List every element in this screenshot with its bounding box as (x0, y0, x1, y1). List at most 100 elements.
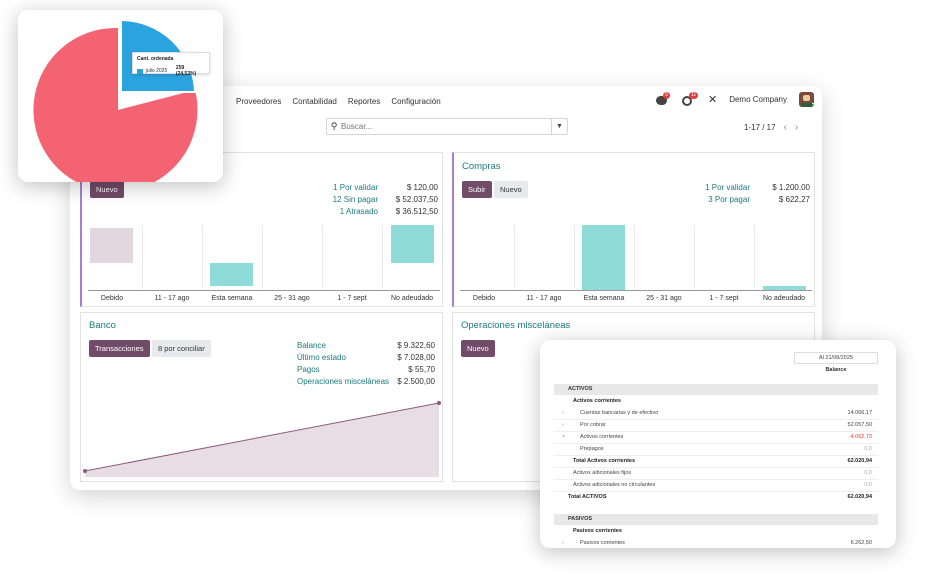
pager-value[interactable]: 1-17 / 17 (744, 123, 776, 132)
bar-esta-semana[interactable] (582, 225, 625, 290)
grid-line (694, 225, 695, 289)
stat-label: Pagos (297, 365, 320, 374)
row-label: Total ACTIVOS (568, 494, 607, 500)
x-tick: Esta semana (583, 295, 625, 302)
row-label: Por cobrar (580, 422, 606, 428)
account-row[interactable]: Prepagos 0,0 (554, 444, 878, 455)
card-title[interactable]: Compras (462, 161, 501, 172)
x-tick: Esta semana (211, 295, 253, 302)
date-filter[interactable]: Al 21/08/2025 (794, 352, 878, 364)
bar-esta-semana[interactable] (210, 263, 253, 286)
row-label: Cuentas bancarias y de efectivo (580, 410, 659, 416)
pie-chart[interactable] (18, 10, 223, 182)
column-header: Balance (825, 367, 847, 373)
start-point (83, 469, 87, 473)
bar-no-adeudado[interactable] (391, 225, 434, 263)
stat-value: $ 9.322,60 (397, 341, 435, 350)
pie-slice-main (33, 27, 198, 182)
pager-previous-icon[interactable]: ‹ (783, 122, 787, 133)
search-input[interactable] (341, 122, 551, 131)
tooltip-value: 259 (24,53%) (175, 65, 197, 77)
bank-stat[interactable]: Pagos $ 55,70 (297, 365, 435, 374)
bar-debido[interactable] (90, 228, 133, 263)
x-tick: 1 - 7 sept (709, 295, 739, 302)
account-row[interactable]: › Pasivos corrientes 6.262,50 (554, 538, 878, 548)
new-invoice-button[interactable]: Nuevo (90, 181, 124, 198)
pager: 1-17 / 17 ‹ › (744, 122, 798, 133)
purchase-stat[interactable]: 3 Por pagar $ 622,27 (654, 195, 810, 204)
account-row[interactable]: Activos adicionales fijos 0,0 (554, 468, 878, 479)
collapse-icon[interactable]: ˅ (562, 434, 566, 440)
bank-stat[interactable]: Operaciones misceláneas $ 2.500,00 (297, 377, 435, 386)
search-options-toggle[interactable]: ▼ (551, 119, 567, 134)
card-title[interactable]: Banco (89, 320, 116, 331)
section-header-activos: ACTIVOS (554, 384, 878, 395)
x-tick: 25 - 31 ago (646, 295, 682, 302)
new-bill-button[interactable]: Nuevo (494, 181, 528, 198)
expand-icon[interactable]: › (562, 410, 564, 416)
main-menu: Proveedores Contabilidad Reportes Config… (236, 97, 441, 106)
grid-line (262, 225, 263, 289)
trend-line (84, 402, 440, 472)
row-label: Activos adicionales no circulantes (573, 482, 656, 488)
section-header-pasivos: PASIVOS (554, 514, 878, 525)
expand-icon[interactable]: › (562, 540, 564, 546)
menu-contabilidad[interactable]: Contabilidad (292, 97, 337, 106)
account-row[interactable]: Activos adicionales no circulantes 0,0 (554, 480, 878, 491)
transactions-button[interactable]: Transacciones (89, 340, 150, 357)
online-status-dot (810, 103, 814, 107)
bank-journal-card: Banco Transacciones 8 por conciliar Bala… (80, 312, 443, 482)
row-label: Prepagos (580, 446, 604, 452)
balance-line-chart[interactable] (81, 393, 444, 483)
grid-line (382, 225, 383, 289)
pager-next-icon[interactable]: › (794, 122, 799, 133)
new-entry-button[interactable]: Nuevo (461, 340, 495, 357)
grid-line (634, 225, 635, 289)
grid-line (574, 225, 575, 289)
x-tick: 25 - 31 ago (274, 295, 310, 302)
menu-proveedores[interactable]: Proveedores (236, 97, 282, 106)
sales-journal-card: Nuevo 1 Por validar $ 120,00 12 Sin pagar… (80, 152, 443, 307)
activities-button[interactable]: 11 (681, 91, 699, 107)
x-tick: 1 - 7 sept (337, 295, 367, 302)
row-amount: 52.057,50 (847, 422, 872, 428)
accounting-dashboard-window: Proveedores Contabilidad Reportes Config… (70, 86, 822, 490)
tools-icon[interactable]: ✕ (707, 94, 718, 106)
total-row: Total Activos corrientes 62.020,94 (554, 456, 878, 467)
stat-value: $ 52.037,50 (395, 195, 438, 204)
stat-label: 12 Sin pagar (332, 195, 378, 204)
row-amount: 62.020,94 (847, 494, 872, 500)
row-divider (554, 479, 878, 480)
avatar[interactable] (799, 92, 814, 107)
sales-stat[interactable]: 12 Sin pagar $ 52.037,50 (282, 195, 438, 204)
messages-button[interactable]: 5 (655, 91, 670, 107)
account-row[interactable]: › Por cobrar 52.057,50 (554, 420, 878, 431)
upload-button[interactable]: Subir (462, 181, 492, 198)
stat-value: $ 55,70 (408, 365, 435, 374)
account-row[interactable]: ˅ Activos corrientes -4.062,73 (554, 432, 878, 443)
sales-stat[interactable]: 1 Por validar $ 120,00 (282, 183, 438, 192)
card-title[interactable]: Operaciones misceláneas (461, 320, 571, 331)
row-divider (554, 491, 878, 492)
bar-no-adeudado[interactable] (763, 286, 806, 290)
menu-reportes[interactable]: Reportes (347, 97, 381, 106)
row-amount: 0,0 (864, 470, 872, 476)
bank-stat[interactable]: Balance $ 9.322,60 (297, 341, 435, 350)
account-row[interactable]: › Cuentas bancarias y de efectivo 14.066,1… (554, 408, 878, 419)
purchase-stat[interactable]: 1 Por validar $ 1.200,00 (654, 183, 810, 192)
x-tick: 11 - 17 ago (154, 295, 190, 302)
stat-label: 1 Atrasado (339, 207, 378, 216)
grid-line (754, 225, 755, 289)
tooltip-title: Cant. ordenada (137, 56, 174, 62)
sales-stat[interactable]: 1 Atrasado $ 36.512,50 (282, 207, 438, 216)
row-label: Activos adicionales fijos (573, 470, 632, 476)
pie-chart-popup: Cant. ordenada julio 2025 259 (24,53%) (18, 10, 223, 182)
bank-stat[interactable]: Último estado $ 7.028,00 (297, 353, 435, 362)
expand-icon[interactable]: › (562, 422, 564, 428)
x-tick: No adeudado (762, 295, 806, 302)
company-switcher[interactable]: Demo Company (729, 95, 787, 104)
reconcile-button[interactable]: 8 por conciliar (152, 340, 211, 357)
stat-label: 3 Por pagar (708, 195, 750, 204)
row-amount: 0,0 (864, 482, 872, 488)
menu-configuracion[interactable]: Configuración (391, 97, 441, 106)
